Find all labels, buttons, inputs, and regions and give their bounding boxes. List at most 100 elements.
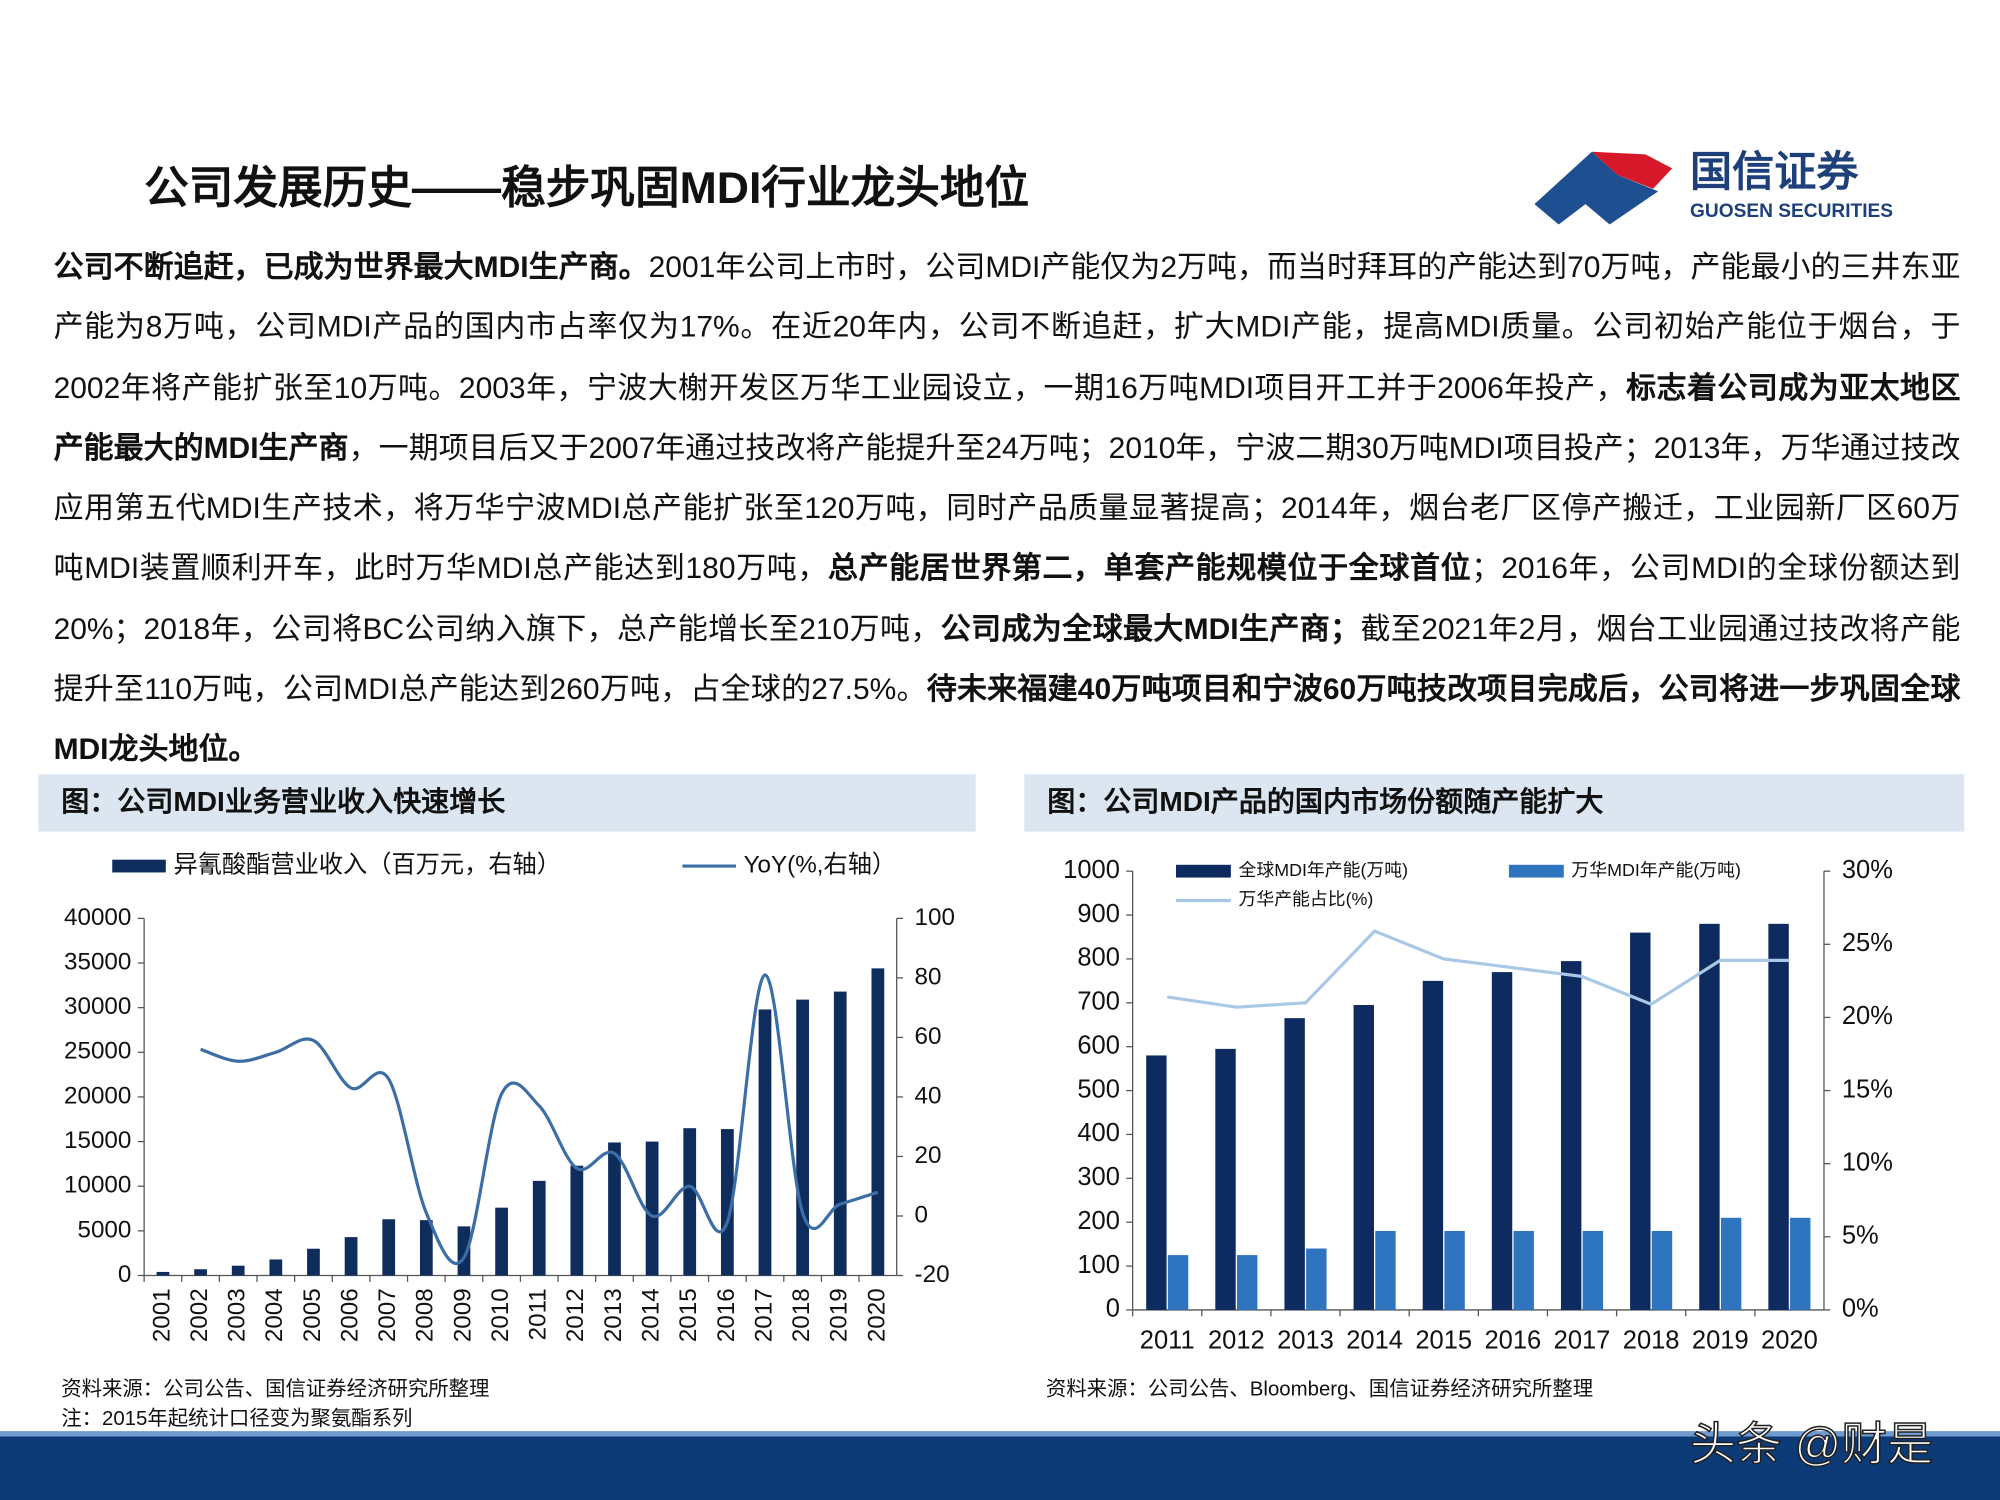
bar [833, 991, 847, 1276]
bar [1306, 1248, 1327, 1310]
x-tick-label: 2012 [1208, 1327, 1265, 1355]
x-tick-label: 2001 [148, 1288, 175, 1342]
y2-tick-label: 0 [915, 1201, 928, 1228]
x-tick-label: 2005 [299, 1288, 326, 1342]
bar [1167, 1255, 1189, 1310]
x-tick-label: 2015 [1415, 1327, 1472, 1355]
y-tick-label: 0 [118, 1261, 131, 1288]
y2-tick-label: 10% [1842, 1148, 1893, 1176]
x-tick-label: 2016 [713, 1288, 740, 1342]
legend-label: 异氰酸酯营业收入（百万元，右轴） [173, 851, 561, 878]
y-tick-label: 25000 [64, 1038, 131, 1065]
legend-label: 全球MDI年产能(万吨) [1239, 860, 1409, 880]
footnote: 注：2015年起统计口径变为聚氨酯系列 [61, 1407, 412, 1430]
y2-tick-label: 15% [1842, 1075, 1893, 1103]
bar [683, 1128, 697, 1276]
y-tick-label: 500 [1077, 1075, 1120, 1103]
x-tick-label: 2020 [1761, 1327, 1818, 1355]
y2-tick-label: 25% [1842, 929, 1893, 957]
y-tick-label: 0 [1106, 1295, 1120, 1323]
bar [156, 1271, 170, 1276]
bar [1284, 1018, 1305, 1310]
y2-tick-label: 5% [1842, 1222, 1879, 1250]
footer-band [0, 1436, 2000, 1500]
bar [796, 999, 809, 1276]
bar [231, 1265, 245, 1276]
legend-label: YoY(%,右轴） [744, 851, 897, 878]
y2-tick-label: 40 [915, 1082, 942, 1109]
text: ，一期项目后又于2007年通过技改将产能提升至24万吨；2010年，宁波二期30… [53, 430, 1961, 585]
bar [194, 1269, 207, 1276]
x-tick-label: 2020 [863, 1288, 890, 1342]
bold-text: 总产能居世界第二，单套产能规模位于全球首位 [828, 551, 1472, 585]
bold-text: 标志着公司成为亚太地区产能最大的MDI生产商 [53, 370, 1961, 465]
x-tick-label: 2018 [788, 1288, 815, 1342]
text: 截至2021年2月，烟台工业园通过技改将产能提升至110万吨，公司MDI总产能达… [53, 611, 1961, 706]
caption-bar [38, 774, 976, 832]
y2-tick-label: -20 [915, 1261, 950, 1288]
bar [1491, 972, 1513, 1310]
bar [1444, 1230, 1465, 1310]
bar [871, 968, 885, 1276]
bar [1513, 1230, 1534, 1310]
y-tick-label: 100 [1077, 1251, 1120, 1279]
x-tick-label: 2017 [750, 1288, 777, 1342]
slide-title: 公司发展历史——稳步巩固MDI行业龙头地位 [144, 164, 1029, 213]
y2-tick-label: 30% [1842, 856, 1893, 884]
footer-stripe [0, 1431, 2000, 1437]
y2-tick-label: 60 [915, 1023, 942, 1050]
logo-blue [1534, 151, 1659, 225]
y-tick-label: 5000 [77, 1216, 131, 1243]
text: ；2016年，公司MDI的全球份额达到20%；2018年，公司将BC公司纳入旗下… [53, 551, 1961, 646]
x-tick-label: 2015 [675, 1288, 702, 1342]
y-tick-label: 1000 [1063, 856, 1120, 884]
y-tick-label: 10000 [64, 1172, 131, 1199]
caption-bar [1024, 774, 1965, 832]
y-tick-label: 15000 [64, 1127, 131, 1154]
x-tick-label: 2019 [826, 1288, 853, 1342]
source-note: 资料来源：公司公告、国信证券经济研究所整理 [61, 1378, 489, 1401]
bold-text: 公司不断追赶，已成为世界最大MDI生产商。 [53, 249, 649, 284]
bar [1699, 923, 1720, 1310]
y-tick-label: 20000 [64, 1082, 131, 1109]
source-note: 资料来源：公司公告、Bloomberg、国信证券经济研究所整理 [1046, 1378, 1593, 1401]
text: 2001年公司上市时，公司MDI产能仅为2万吨，而当时拜耳的产能达到70万吨，产… [53, 249, 1961, 404]
bar [1630, 932, 1651, 1310]
bar [1582, 1230, 1604, 1310]
legend-swatch [1176, 864, 1231, 878]
x-tick-label: 2008 [412, 1288, 439, 1342]
x-tick-label: 2017 [1554, 1327, 1611, 1355]
x-tick-label: 2014 [1346, 1327, 1403, 1355]
x-tick-label: 2016 [1485, 1327, 1542, 1355]
y-tick-label: 700 [1077, 988, 1120, 1016]
bar [1215, 1048, 1236, 1310]
y-tick-label: 40000 [64, 904, 131, 931]
x-tick-label: 2009 [449, 1288, 476, 1342]
bar [269, 1259, 283, 1276]
x-tick-label: 2014 [638, 1288, 665, 1342]
bar [495, 1207, 508, 1276]
x-tick-label: 2011 [525, 1288, 552, 1340]
y-tick-label: 400 [1077, 1119, 1120, 1147]
bar [419, 1220, 433, 1276]
bar [344, 1237, 358, 1276]
logo-en: GUOSEN SECURITIES [1690, 201, 1893, 222]
bar [1146, 1055, 1167, 1310]
bar [645, 1141, 659, 1276]
bold-text: 公司成为全球最大MDI生产商； [940, 611, 1361, 646]
y2-tick-label: 20% [1842, 1002, 1893, 1030]
x-tick-label: 2004 [261, 1288, 288, 1342]
y2-tick-label: 0% [1842, 1295, 1879, 1323]
bar [1353, 1004, 1374, 1310]
x-tick-label: 2018 [1623, 1327, 1680, 1355]
y-tick-label: 35000 [64, 948, 131, 975]
line-series [200, 973, 879, 1266]
bar [720, 1129, 734, 1276]
body-text: 公司不断追赶，已成为世界最大MDI生产商。2001年公司上市时，公司MDI产能仅… [54, 237, 1961, 780]
x-tick-label: 2002 [186, 1288, 213, 1342]
x-tick-label: 2003 [224, 1288, 251, 1342]
y-tick-label: 800 [1077, 944, 1120, 972]
legend-label: 万华MDI年产能(万吨) [1571, 860, 1741, 880]
y-tick-label: 600 [1077, 1031, 1120, 1059]
